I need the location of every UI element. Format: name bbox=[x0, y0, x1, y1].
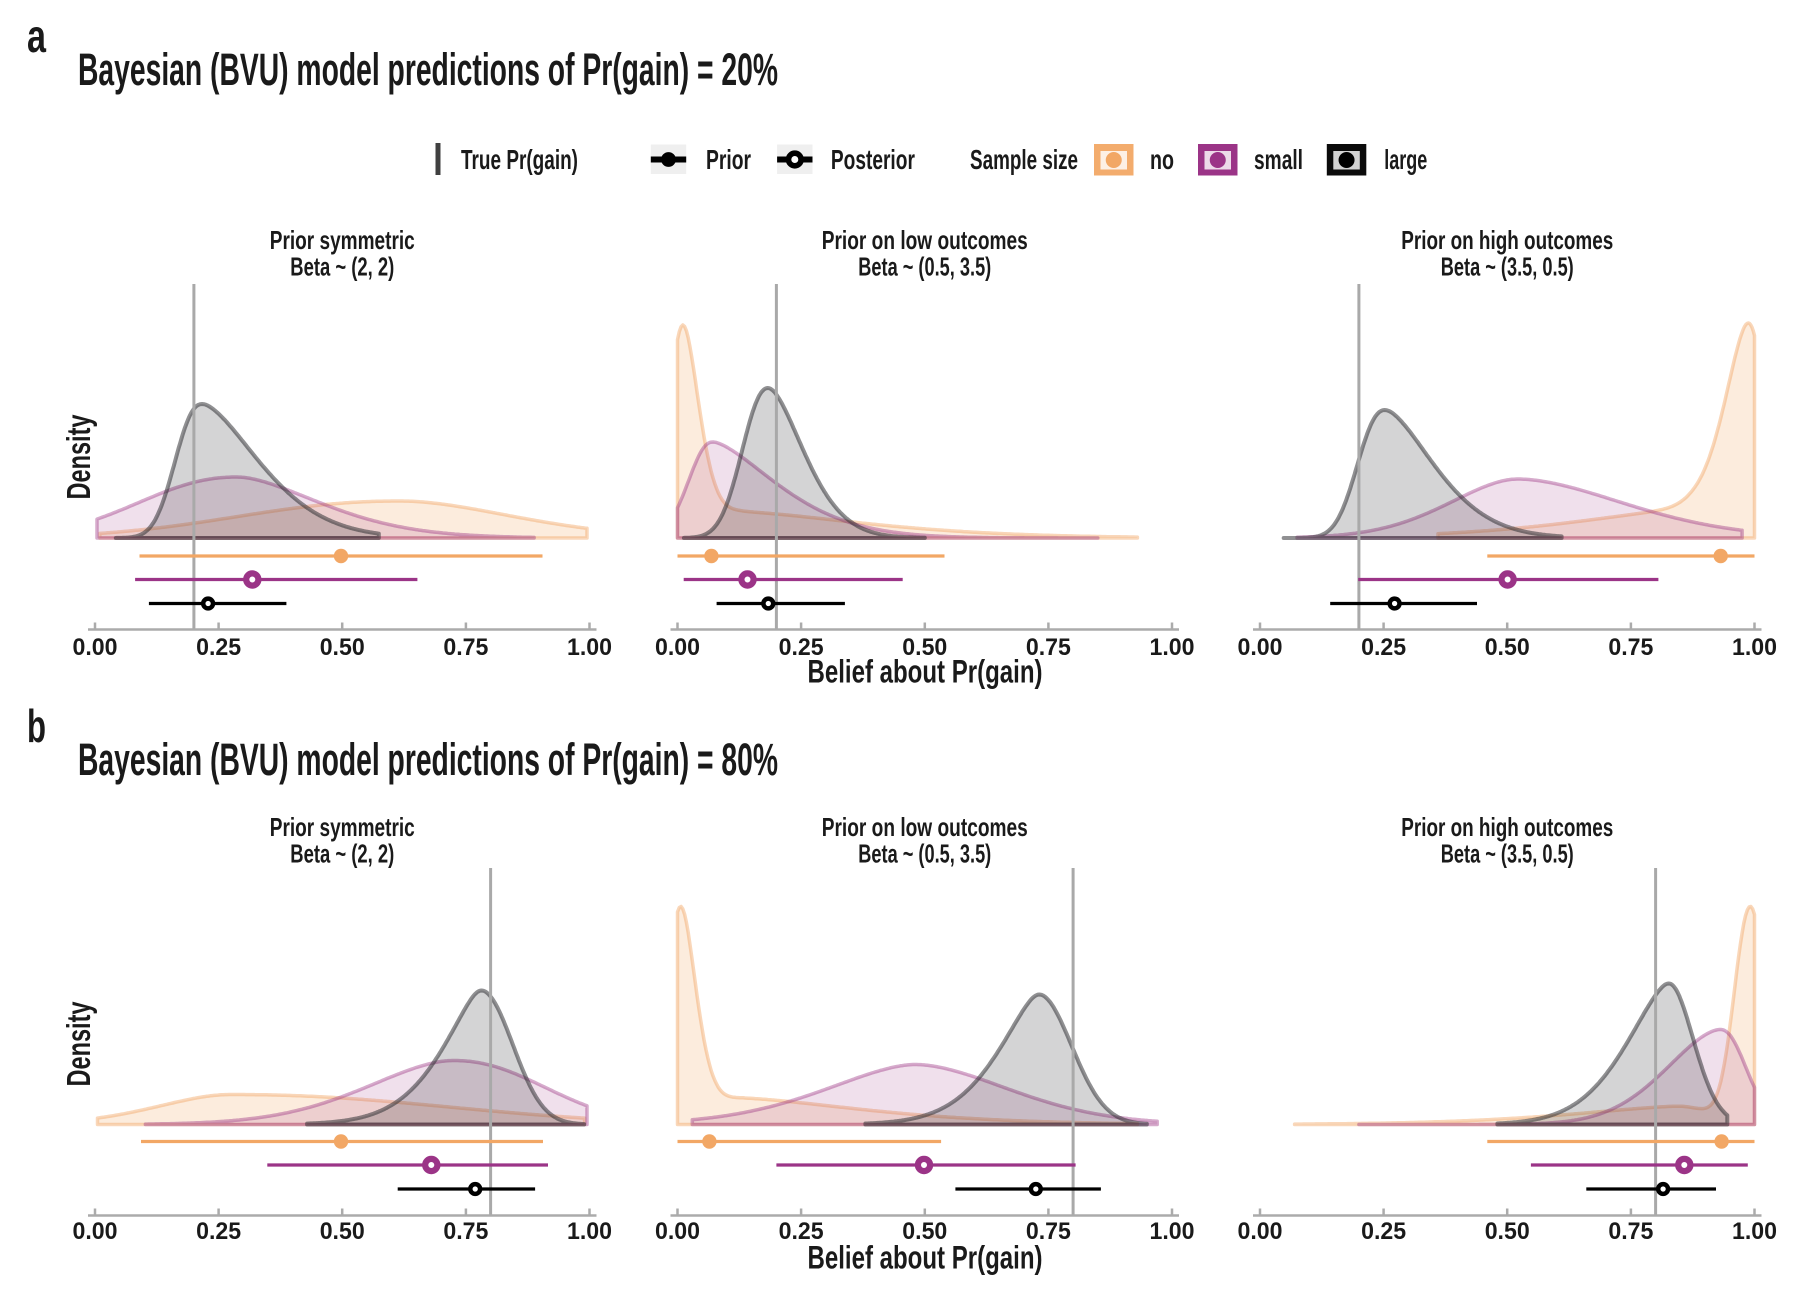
svg-text:0.50: 0.50 bbox=[320, 1218, 365, 1245]
svg-text:0.00: 0.00 bbox=[655, 1218, 700, 1245]
svg-text:0.25: 0.25 bbox=[779, 634, 824, 661]
svg-text:Prior on high outcomes: Prior on high outcomes bbox=[1401, 225, 1613, 255]
svg-text:Bayesian (BVU) model predictio: Bayesian (BVU) model predictions of Pr(g… bbox=[78, 734, 778, 785]
svg-text:0.25: 0.25 bbox=[196, 1218, 241, 1245]
svg-text:0.00: 0.00 bbox=[655, 634, 700, 661]
svg-text:0.50: 0.50 bbox=[320, 634, 365, 661]
svg-text:b: b bbox=[27, 700, 46, 752]
svg-text:0.00: 0.00 bbox=[1238, 634, 1283, 661]
svg-text:Beta ~ (0.5, 3.5): Beta ~ (0.5, 3.5) bbox=[858, 839, 991, 869]
svg-text:Prior on low outcomes: Prior on low outcomes bbox=[822, 225, 1028, 255]
svg-text:Prior symmetric: Prior symmetric bbox=[270, 812, 415, 842]
svg-text:Prior: Prior bbox=[706, 144, 751, 175]
svg-text:0.50: 0.50 bbox=[902, 634, 947, 661]
svg-text:Density: Density bbox=[60, 414, 97, 499]
svg-text:0.50: 0.50 bbox=[1485, 634, 1530, 661]
svg-text:0.75: 0.75 bbox=[443, 1218, 488, 1245]
svg-text:Beta ~ (3.5, 0.5): Beta ~ (3.5, 0.5) bbox=[1441, 252, 1574, 282]
svg-text:large: large bbox=[1384, 144, 1427, 175]
svg-text:1.00: 1.00 bbox=[1732, 1218, 1777, 1245]
svg-text:0.75: 0.75 bbox=[1608, 1218, 1653, 1245]
svg-text:0.25: 0.25 bbox=[196, 634, 241, 661]
svg-text:0.75: 0.75 bbox=[1026, 1218, 1071, 1245]
svg-text:1.00: 1.00 bbox=[567, 634, 612, 661]
svg-text:Beta ~ (0.5, 3.5): Beta ~ (0.5, 3.5) bbox=[858, 252, 991, 282]
svg-text:0.00: 0.00 bbox=[73, 1218, 118, 1245]
svg-text:Posterior: Posterior bbox=[831, 144, 915, 175]
svg-text:Beta ~ (2, 2): Beta ~ (2, 2) bbox=[290, 839, 394, 869]
svg-text:Bayesian (BVU) model predictio: Bayesian (BVU) model predictions of Pr(g… bbox=[78, 44, 778, 95]
svg-text:0.25: 0.25 bbox=[1361, 1218, 1406, 1245]
svg-text:0.75: 0.75 bbox=[443, 634, 488, 661]
svg-text:no: no bbox=[1150, 144, 1174, 175]
svg-text:0.75: 0.75 bbox=[1608, 634, 1653, 661]
svg-text:small: small bbox=[1254, 144, 1303, 175]
svg-text:1.00: 1.00 bbox=[1150, 634, 1195, 661]
svg-text:0.25: 0.25 bbox=[779, 1218, 824, 1245]
svg-text:0.25: 0.25 bbox=[1361, 634, 1406, 661]
svg-text:0.75: 0.75 bbox=[1026, 634, 1071, 661]
svg-text:0.00: 0.00 bbox=[73, 634, 118, 661]
svg-text:0.50: 0.50 bbox=[1485, 1218, 1530, 1245]
svg-text:Density: Density bbox=[60, 1001, 97, 1086]
svg-text:Prior on low outcomes: Prior on low outcomes bbox=[822, 812, 1028, 842]
svg-text:Belief about Pr(gain): Belief about Pr(gain) bbox=[808, 654, 1043, 690]
svg-text:Prior on high outcomes: Prior on high outcomes bbox=[1401, 812, 1613, 842]
svg-text:a: a bbox=[27, 10, 46, 62]
svg-text:0.50: 0.50 bbox=[902, 1218, 947, 1245]
svg-text:Beta ~ (2, 2): Beta ~ (2, 2) bbox=[290, 252, 394, 282]
svg-text:Sample size: Sample size bbox=[970, 144, 1078, 175]
svg-text:True Pr(gain): True Pr(gain) bbox=[461, 144, 578, 175]
svg-text:1.00: 1.00 bbox=[1150, 1218, 1195, 1245]
svg-text:Belief about Pr(gain): Belief about Pr(gain) bbox=[808, 1240, 1043, 1276]
svg-text:Beta ~ (3.5, 0.5): Beta ~ (3.5, 0.5) bbox=[1441, 839, 1574, 869]
svg-text:0.00: 0.00 bbox=[1238, 1218, 1283, 1245]
svg-text:Prior symmetric: Prior symmetric bbox=[270, 225, 415, 255]
svg-text:1.00: 1.00 bbox=[1732, 634, 1777, 661]
svg-text:1.00: 1.00 bbox=[567, 1218, 612, 1245]
